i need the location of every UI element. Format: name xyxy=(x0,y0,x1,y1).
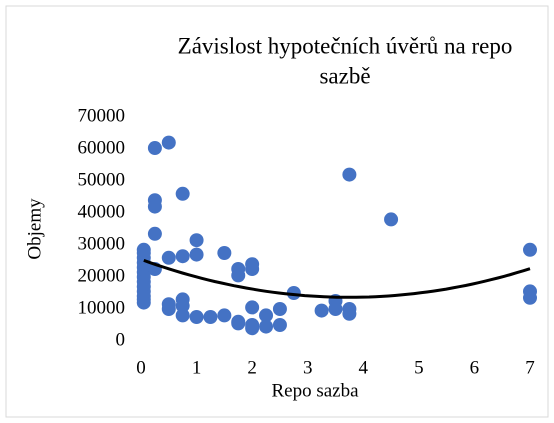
x-axis-label: Repo sazba xyxy=(271,380,359,401)
data-point xyxy=(231,268,246,283)
y-axis-label: Objemy xyxy=(24,198,45,260)
data-point xyxy=(272,318,287,332)
data-point xyxy=(175,249,190,264)
data-point xyxy=(147,141,162,156)
data-point xyxy=(342,167,357,182)
x-tick-label: 0 xyxy=(136,357,146,378)
y-tick-label: 60000 xyxy=(78,137,126,158)
data-point xyxy=(523,242,537,257)
data-point xyxy=(217,308,232,323)
x-tick-label: 1 xyxy=(192,357,202,378)
data-point xyxy=(147,199,162,214)
data-point xyxy=(245,262,260,276)
chart-title: sazbě xyxy=(319,63,370,88)
x-tick-label: 6 xyxy=(470,357,480,378)
chart-title: Závislost hypotečních úvěrů na repo xyxy=(178,33,513,58)
data-point xyxy=(523,290,537,305)
data-point xyxy=(175,298,190,313)
data-point xyxy=(314,303,329,318)
y-tick-label: 10000 xyxy=(78,297,126,318)
data-point xyxy=(175,186,190,201)
y-tick-label: 20000 xyxy=(78,265,126,286)
chart-frame xyxy=(5,5,549,418)
data-point xyxy=(203,310,218,324)
data-point xyxy=(189,310,204,324)
data-point xyxy=(189,247,204,262)
data-point xyxy=(217,246,232,260)
data-point xyxy=(245,321,260,336)
x-tick-label: 4 xyxy=(359,357,369,378)
y-tick-label: 70000 xyxy=(78,105,126,126)
data-point xyxy=(272,302,287,316)
y-tick-label: 0 xyxy=(116,329,126,350)
y-tick-label: 30000 xyxy=(78,233,126,254)
data-point xyxy=(245,300,260,315)
data-point xyxy=(328,302,343,316)
data-point xyxy=(259,319,274,334)
data-point xyxy=(189,233,204,248)
trend-line xyxy=(143,258,531,299)
data-point xyxy=(161,135,176,150)
data-point xyxy=(175,308,190,323)
x-tick-label: 3 xyxy=(303,357,313,378)
data-point xyxy=(161,302,176,316)
data-point xyxy=(342,306,357,321)
x-tick-label: 2 xyxy=(247,357,257,378)
y-tick-label: 40000 xyxy=(78,201,126,222)
data-point xyxy=(384,212,399,227)
data-point xyxy=(147,226,162,241)
data-point xyxy=(259,308,274,323)
data-point xyxy=(231,316,246,331)
y-tick-label: 50000 xyxy=(78,169,126,190)
data-point xyxy=(136,295,151,310)
data-point xyxy=(286,286,301,300)
x-tick-label: 5 xyxy=(414,357,424,378)
data-point xyxy=(161,250,176,265)
x-tick-label: 7 xyxy=(525,357,535,378)
